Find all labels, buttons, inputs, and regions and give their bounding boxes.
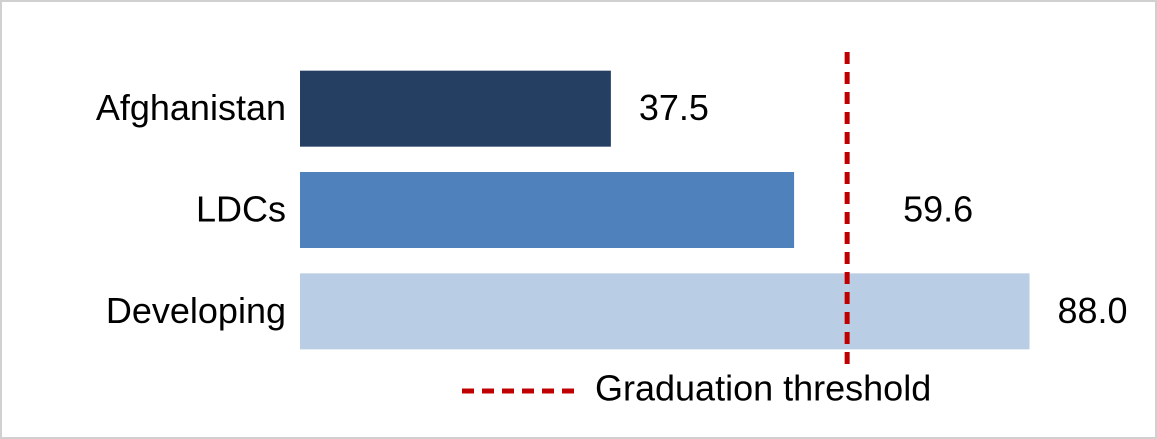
y-tick-label: Afghanistan: [96, 87, 286, 128]
bar: [300, 172, 795, 248]
value-label: 59.6: [903, 189, 973, 230]
value-label: 37.5: [639, 87, 709, 128]
value-label: 88.0: [1058, 290, 1128, 331]
bar: [300, 70, 611, 147]
y-tick-label: Developing: [106, 290, 286, 331]
legend-label: Graduation threshold: [595, 368, 931, 409]
y-tick-label: LDCs: [196, 189, 286, 230]
bar: [300, 273, 1030, 350]
